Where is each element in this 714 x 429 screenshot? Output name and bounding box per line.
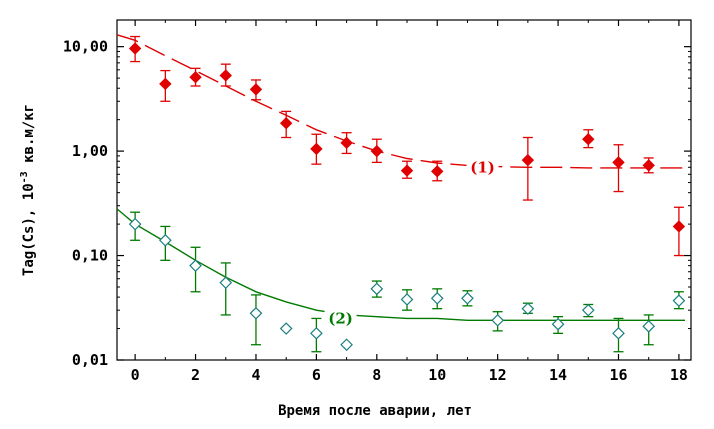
fit-curve-1: [116, 34, 685, 169]
y-tick-label: 10,00: [63, 38, 108, 56]
tick-labels: 0 2 4 6 8 10 12 14 16 18 0,01 0,10 1,00 10,00: [63, 38, 688, 384]
data-point-diamond: [400, 164, 414, 177]
data-point-open-diamond: [128, 217, 142, 231]
data-point-diamond: [128, 42, 142, 55]
x-axis-title: Время после аварии, лет: [278, 403, 472, 419]
data-point-open-diamond: [219, 276, 233, 290]
x-tick-label: 16: [609, 366, 627, 384]
data-point-diamond: [159, 77, 172, 91]
data-point-open-diamond: [279, 322, 293, 335]
data-point-diamond: [370, 144, 384, 158]
y-axis-title-exponent: -3: [19, 171, 30, 183]
series-annotations: (1) (2): [324, 157, 499, 329]
x-tick-label: 12: [489, 366, 507, 384]
data-point-open-diamond: [461, 291, 474, 305]
data-point-open-diamond: [370, 282, 384, 296]
x-tick-label: 6: [312, 366, 321, 384]
data-point-diamond: [642, 159, 655, 172]
data-point-diamond: [189, 70, 202, 84]
data-point-diamond: [340, 136, 353, 150]
data-point-open-diamond: [521, 302, 535, 316]
y-tick-label: 0,10: [72, 247, 108, 265]
data-point-open-diamond: [430, 291, 444, 305]
y-tick-label: 1,00: [72, 142, 108, 160]
data-point-diamond: [249, 83, 263, 96]
data-point-open-diamond: [642, 319, 656, 333]
x-tick-label: 14: [549, 366, 567, 384]
y-axis-title: Tag(Cs), 10-3 кв.м/кг: [19, 104, 37, 276]
data-point-open-diamond: [672, 294, 686, 308]
data-point-open-diamond: [581, 303, 595, 317]
y-tick-label: 0,01: [72, 351, 108, 369]
data-markers: [128, 42, 686, 352]
data-point-diamond: [219, 69, 232, 82]
data-point-diamond: [582, 132, 595, 146]
series-annotation-2: (2): [328, 309, 353, 327]
data-point-open-diamond: [189, 259, 202, 273]
data-point-diamond: [431, 165, 444, 178]
axis-ticks: [117, 20, 691, 361]
x-tick-label: 10: [428, 366, 446, 384]
data-point-diamond: [310, 142, 323, 156]
x-tick-label: 8: [372, 366, 381, 384]
data-point-diamond: [521, 153, 535, 167]
data-point-diamond: [612, 156, 625, 169]
data-point-diamond: [279, 116, 293, 130]
plot-area-frame: [116, 19, 692, 361]
data-point-open-diamond: [400, 293, 414, 306]
fit-curves: [116, 34, 685, 321]
x-tick-label: 18: [670, 366, 688, 384]
data-point-diamond: [672, 220, 686, 233]
data-point-open-diamond: [491, 313, 505, 327]
annotation-bg: [466, 157, 499, 178]
x-tick-label: 0: [131, 366, 140, 384]
x-tick-label: 2: [191, 366, 200, 384]
data-point-open-diamond: [249, 306, 263, 320]
data-point-open-diamond: [158, 233, 172, 247]
x-tick-label: 4: [251, 366, 260, 384]
series-annotation-1: (1): [470, 158, 495, 176]
y-axis-title-main: Tag(Cs), 10: [21, 183, 37, 276]
data-point-open-diamond: [551, 317, 565, 331]
data-point-open-diamond: [310, 326, 323, 340]
fit-curve-2: [116, 208, 685, 321]
data-point-open-diamond: [340, 338, 353, 352]
data-point-open-diamond: [612, 326, 625, 340]
y-axis-title-unit: кв.м/кг: [21, 104, 37, 171]
annotation-bg: [324, 308, 357, 329]
